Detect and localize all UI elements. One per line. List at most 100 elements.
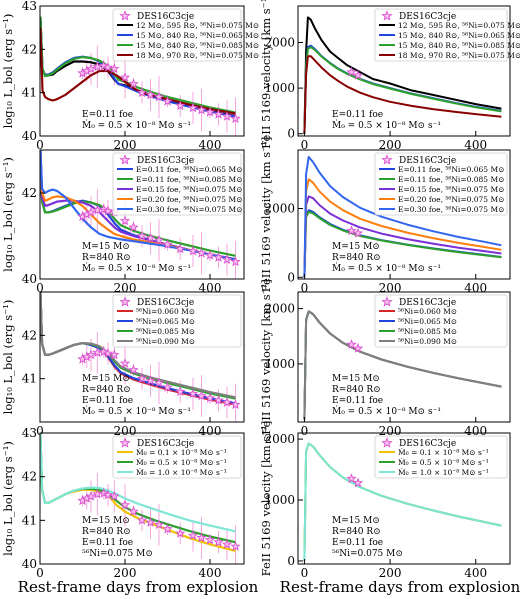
y-tick-label: 0	[287, 127, 295, 141]
data-point	[153, 519, 165, 530]
data-point	[102, 489, 114, 500]
data-point	[85, 490, 97, 501]
data-point	[119, 358, 131, 368]
annotation-text: R=840 R⊙	[82, 527, 131, 537]
legend-entry: ⁵⁶Ni=0.085 M⊙	[398, 327, 457, 336]
x-tick-label: 200	[114, 138, 137, 152]
series-line	[40, 150, 236, 257]
x-tick-label: 400	[199, 281, 222, 295]
data-point	[204, 250, 216, 260]
legend-entry: DES16C3cje	[399, 12, 456, 22]
y-axis-label: FeII 5169 velocity [km s⁻¹]	[259, 279, 273, 435]
y-tick-label: 43	[22, 426, 37, 440]
data-point	[85, 63, 97, 74]
data-point	[352, 342, 364, 353]
legend-entry: Ṁ₀ = 0.1 × 10⁻⁸ M⊙ s⁻¹	[398, 448, 489, 457]
x-tick-label: 400	[199, 138, 222, 152]
data-point	[162, 239, 173, 250]
axes-frame	[39, 149, 245, 280]
x-tick-label: 400	[464, 138, 487, 152]
data-point	[136, 230, 148, 241]
y-tick-label: 43	[22, 0, 37, 13]
axes-frame	[297, 432, 511, 565]
data-point	[102, 348, 114, 358]
data-point	[119, 215, 131, 226]
legend-entry: 12 M⊙, 595 R⊙, ⁵⁶Ni=0.075 M⊙	[136, 21, 259, 30]
series-line	[303, 155, 502, 278]
annotation-text: Ṁ₀ = 0.5 × 10⁻⁸ M⊙ s⁻¹	[82, 405, 191, 417]
legend-entry: E=0.11 foe, ⁵⁶Ni=0.085 M⊙	[136, 175, 242, 184]
legend-entry: 15 M⊙, 840 R⊙, ⁵⁶Ni=0.085 M⊙	[398, 41, 520, 50]
panel-7: 0 200 400 40 41 42 43 log₁₀ L_bol (erg s⁻¹) DES1…	[1, 426, 259, 596]
x-tick-label: 0	[36, 138, 44, 152]
data-point	[230, 541, 241, 551]
y-tick-label: 1000	[264, 357, 295, 371]
x-tick-label: 400	[199, 424, 222, 438]
plot-area	[303, 310, 502, 420]
axes-frame	[39, 5, 245, 137]
data-point	[187, 388, 199, 399]
legend-entry: Ṁ₀ = 0.5 × 10⁻⁸ M⊙ s⁻¹	[136, 458, 227, 467]
annotation-text: R=840 R⊙	[332, 385, 381, 395]
x-tick-label: 400	[464, 281, 487, 295]
data-point	[187, 245, 199, 256]
annotation-text: Ṁ₀ = 0.5 × 10⁻⁸ M⊙ s⁻¹	[82, 262, 191, 274]
data-point	[230, 399, 241, 410]
axes-frame	[297, 291, 511, 423]
data-point	[128, 222, 139, 232]
data-point	[102, 62, 114, 72]
x-axis-label: Rest-frame days from explosion	[18, 578, 259, 596]
y-axis-label: FeII 5169 velocity [km s⁻¹]	[259, 421, 273, 577]
plot-area	[303, 155, 502, 278]
data-point	[162, 523, 173, 534]
data-point	[175, 100, 186, 111]
y-tick-label: 41	[22, 513, 37, 527]
legend-marker	[119, 296, 131, 307]
y-axis-label: log₁₀ L_bol (erg s⁻¹)	[1, 14, 15, 129]
data-point	[145, 89, 156, 100]
series-line	[303, 195, 502, 278]
legend-entry: E=0.20 foe, ⁵⁶Ni=0.075 M⊙	[398, 195, 504, 204]
legend-entry: DES16C3cje	[399, 156, 456, 166]
y-axis-label: log₁₀ L_bol (erg s⁻¹)	[1, 157, 15, 272]
y-axis-label: log₁₀ L_bol (erg s⁻¹)	[1, 300, 15, 415]
data-point	[128, 78, 139, 89]
legend-entry: DES16C3cje	[399, 439, 456, 449]
legend-marker	[381, 437, 393, 448]
data-point	[221, 254, 233, 265]
x-tick-label: 200	[114, 281, 137, 295]
data-point	[221, 111, 233, 121]
data-point	[175, 243, 186, 254]
annotation-text: Ṁ₀ = 0.5 × 10⁻⁸ M⊙ s⁻¹	[82, 119, 191, 131]
legend-entry: Ṁ₀ = 0.1 × 10⁻⁸ M⊙ s⁻¹	[136, 448, 227, 457]
legend-entry: ⁵⁶Ni=0.065 M⊙	[136, 317, 195, 326]
annotation-text: E=0.11 foe	[82, 110, 133, 120]
annotation-text: M=15 M⊙	[82, 242, 130, 252]
legend-entry: ⁵⁶Ni=0.065 M⊙	[398, 317, 457, 326]
y-tick-label: 41	[22, 372, 37, 386]
panel-5: 0 200 400 41 42 log₁₀ L_bol (erg s⁻¹) DES16C3c…	[1, 291, 245, 438]
y-tick-label: 42	[22, 470, 37, 484]
data-point	[221, 397, 233, 407]
x-tick-label: 400	[199, 566, 222, 580]
series-line	[303, 16, 502, 134]
legend-box	[112, 8, 242, 62]
data-point	[145, 375, 156, 386]
y-tick-label: 42	[22, 328, 37, 342]
x-tick-label: 200	[379, 566, 402, 580]
legend-marker	[119, 10, 131, 21]
x-tick-label: 200	[379, 424, 402, 438]
y-axis-label: FeII 5169 velocity [km s⁻¹]	[259, 0, 273, 149]
data-point	[128, 506, 139, 517]
y-tick-label: 40	[22, 557, 37, 571]
legend-entry: ⁵⁶Ni=0.090 M⊙	[136, 337, 195, 346]
axes-frame	[297, 149, 511, 280]
legend-entry: Ṁ₀ = 0.5 × 10⁻⁸ M⊙ s⁻¹	[398, 458, 489, 467]
legend-entry: DES16C3cje	[137, 12, 194, 22]
x-tick-label: 0	[301, 566, 309, 580]
legend-entry: DES16C3cje	[137, 156, 194, 166]
data-point	[213, 108, 224, 119]
